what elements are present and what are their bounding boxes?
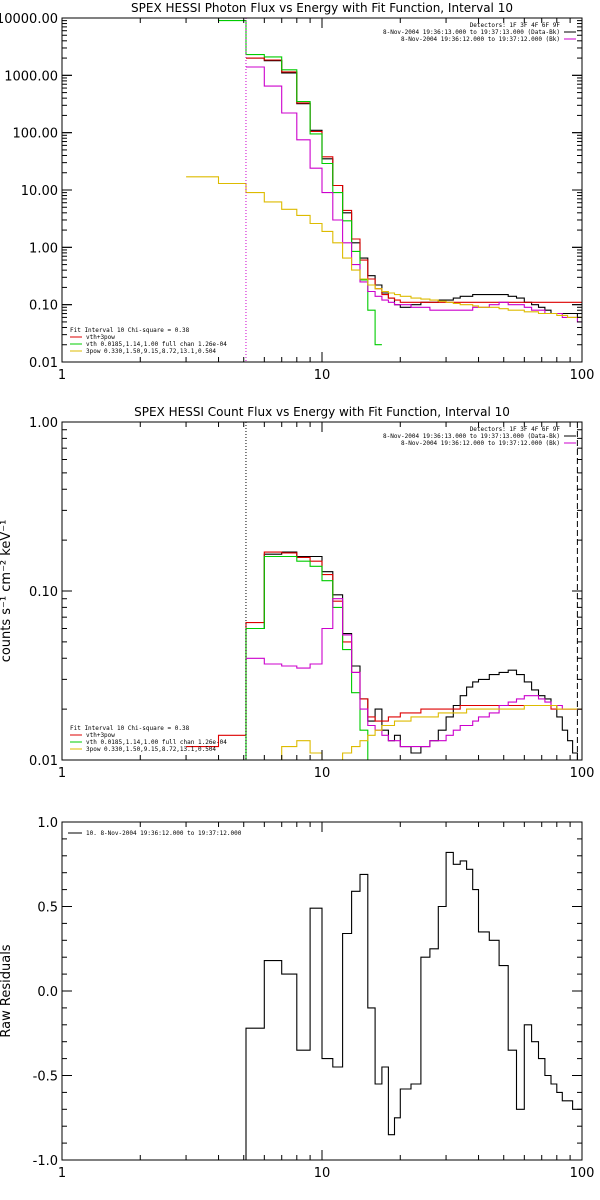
legend-top-entry: 8-Nov-2004 19:36:13.000 to 19:37:13.000 … [383,29,560,36]
series-line-3 [186,555,376,760]
y-axis-label: Raw Residuals [0,944,14,1037]
legend-bottom-entry: Fit Interval 10 Chi-square = 0.38 [70,725,190,732]
chart-title: SPEX HESSI Photon Flux vs Energy with Fi… [131,1,513,15]
series-line-3 [217,18,382,346]
panel-2 [61,421,583,761]
series-line-5 [186,176,582,318]
legend-top-entry: Detectors: 1F 3F 4F 6F 9F [470,22,561,29]
y-tick-label: 1.0 [37,816,58,831]
panel-3 [61,821,583,1161]
y-tick-label: 1000.00 [4,69,58,84]
legend-bottom-entry: vth 0.0185,1.14,1.00 full chan 1.26e-04 [86,739,227,746]
data-layer-1 [186,18,582,362]
chart-title: SPEX HESSI Count Flux vs Energy with Fit… [134,405,510,419]
series-line-1 [245,851,582,1160]
x-tick-label: 10 [314,766,331,781]
y-tick-label: 0.01 [29,754,58,769]
y-tick-label: -0.5 [33,1070,58,1085]
x-tick-label: 100 [570,766,595,781]
y-tick-label: -1.0 [33,1154,58,1169]
x-tick-label: 10 [314,368,331,383]
panel-1 [61,17,583,363]
y-tick-label: 100.00 [13,127,59,142]
y-tick-label: 10000.00 [0,12,58,27]
y-tick-label: 1.00 [29,241,58,256]
y-axis-label: counts s⁻¹ cm⁻² keV⁻¹ [0,520,14,663]
x-tick-label: 100 [570,1166,595,1181]
series-line-5 [186,704,582,760]
legend-bottom-entry: Fit Interval 10 Chi-square = 0.38 [70,327,190,334]
y-tick-label: 0.10 [29,299,58,314]
legend-bottom-entry: vth+3pow [86,334,115,341]
x-tick-label: 1 [58,1166,66,1181]
y-tick-label: 0.0 [37,985,58,1000]
legend-bottom-entry: 3pow 0.330,1.50,9.15,8.72,13.1,0.504 [86,348,216,355]
series-line-4 [246,598,582,748]
y-tick-label: 0.5 [37,901,58,916]
series-line-4 [246,66,582,323]
x-tick-label: 10 [314,1166,331,1181]
legend-top-entry: 8-Nov-2004 19:36:12.000 to 19:37:12.000 … [401,36,560,43]
legend-top-entry: Detectors: 1F 3F 4F 6F 9F [470,426,561,433]
y-tick-label: 0.01 [29,356,58,371]
y-tick-label: 0.10 [29,585,58,600]
x-tick-label: 1 [58,766,66,781]
legend-bottom-entry: vth+3pow [86,732,115,739]
data-layer-3 [245,851,582,1160]
series-line-1 [246,551,582,760]
y-tick-label: 1.00 [29,416,58,431]
legend-bottom-entry: vth 0.0185,1.14,1.00 full chan 1.26e-04 [86,341,227,348]
legend-top-entry: 10. 8-Nov-2004 19:36:12.000 to 19:37:12.… [86,830,242,837]
x-tick-label: 1 [58,368,66,383]
legend-top-entry: 8-Nov-2004 19:36:13.000 to 19:37:13.000 … [383,433,560,440]
data-layer-2 [186,422,582,760]
y-tick-label: 10.00 [21,184,58,199]
legend-bottom-entry: 3pow 0.330,1.50,9.15,8.72,13.1,0.504 [86,746,216,753]
x-tick-label: 100 [570,368,595,383]
legend-top-entry: 8-Nov-2004 19:36:12.000 to 19:37:12.000 … [401,440,560,447]
